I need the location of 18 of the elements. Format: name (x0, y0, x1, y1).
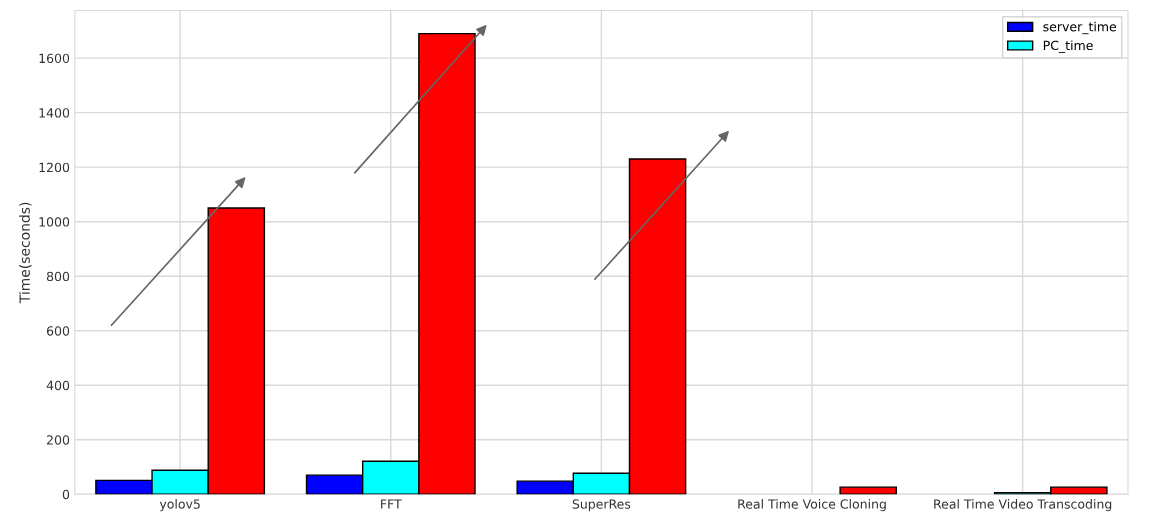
legend-label: PC_time (1043, 40, 1093, 53)
y-tick-label: 200 (47, 435, 70, 445)
y-tick-label: 1600 (39, 53, 70, 64)
y-tick-label: 400 (46, 380, 70, 391)
y-tick-label: 600 (46, 326, 70, 336)
x-tick-label: Real Time Video Transcoding (934, 499, 1112, 512)
bar (839, 486, 897, 495)
y-tick-label: 0 (62, 489, 70, 500)
x-tick-label: Real Time Voice Cloning (738, 499, 886, 512)
y-axis-title: Time(seconds) (19, 202, 32, 304)
x-tick-label: yolov5 (159, 499, 200, 512)
x-tick-label: FFT (381, 499, 402, 509)
y-tick-label: 1000 (39, 217, 70, 227)
y-tick-label: 1400 (39, 108, 70, 118)
y-tick-label: 1200 (39, 162, 70, 173)
legend-label: server_time (1043, 21, 1117, 35)
y-tick-label: 800 (46, 271, 70, 282)
x-tick-label: SuperRes (572, 499, 631, 512)
